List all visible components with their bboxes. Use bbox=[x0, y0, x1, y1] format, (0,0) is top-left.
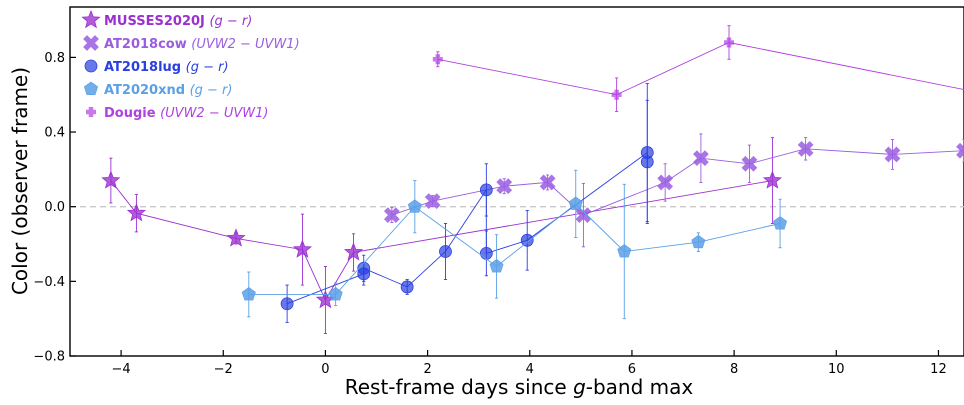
data-point-x bbox=[956, 142, 964, 159]
x-tick-label: −2 bbox=[214, 362, 233, 377]
series-musses2020j bbox=[101, 137, 783, 335]
series-dougie bbox=[432, 25, 964, 112]
legend-entry-at2020xnd: AT2020xnd (g − r) bbox=[83, 81, 232, 98]
data-point-circle bbox=[280, 297, 294, 311]
data-point-plus bbox=[724, 37, 735, 48]
data-point-circle bbox=[479, 246, 493, 260]
data-point-pentagon bbox=[328, 287, 343, 301]
data-point-pentagon bbox=[691, 234, 706, 249]
data-point-star bbox=[101, 170, 121, 189]
x-tick-label: 12 bbox=[930, 362, 947, 377]
data-point-pentagon bbox=[241, 287, 256, 301]
x-tick-label: 0 bbox=[321, 362, 329, 377]
y-axis-title: Color (observer frame) bbox=[8, 67, 32, 295]
legend-entry-at2018cow: AT2018cow (UVW2 − UVW1) bbox=[83, 35, 300, 52]
data-point-star bbox=[292, 239, 313, 258]
legend-entry-dougie: Dougie (UVW2 − UVW1) bbox=[86, 106, 268, 121]
x-tick-label: −4 bbox=[111, 362, 130, 377]
legend-marker bbox=[84, 59, 98, 73]
x-tick-label: 6 bbox=[628, 362, 636, 377]
data-point-plus bbox=[611, 89, 622, 100]
legend-marker bbox=[86, 107, 96, 117]
data-point-star bbox=[343, 242, 364, 261]
legend-label-at2018lug: AT2018lug (g − r) bbox=[104, 60, 229, 75]
data-point-x bbox=[693, 150, 709, 167]
legend-pentagon-icon bbox=[83, 81, 99, 95]
legend-label-dougie: Dougie (UVW2 − UVW1) bbox=[104, 106, 268, 121]
series-line bbox=[437, 42, 964, 96]
x-axis-title: Rest-frame days since g-band max bbox=[345, 375, 694, 399]
data-point-x bbox=[496, 178, 513, 195]
data-point-x bbox=[884, 146, 901, 163]
legend-x-icon bbox=[83, 35, 99, 51]
legend-entry-at2018lug: AT2018lug (g − r) bbox=[84, 59, 229, 75]
x-tick-label: 4 bbox=[526, 362, 534, 377]
data-point-x bbox=[741, 155, 758, 172]
series-at2018lug bbox=[280, 83, 654, 323]
data-point-circle bbox=[357, 261, 371, 275]
y-tick-label: 0.0 bbox=[44, 200, 65, 215]
y-tick-label: −0.8 bbox=[33, 350, 65, 365]
data-point-x bbox=[424, 193, 441, 209]
legend-label-at2020xnd: AT2020xnd (g − r) bbox=[104, 83, 232, 98]
legend-marker bbox=[81, 9, 101, 29]
data-point-circle bbox=[400, 280, 414, 294]
data-point-star bbox=[762, 170, 783, 189]
plot-frame bbox=[69, 6, 964, 357]
data-point-x bbox=[797, 140, 814, 157]
x-tick-label: 10 bbox=[828, 362, 845, 377]
data-point-circle bbox=[439, 245, 452, 258]
data-point-pentagon bbox=[773, 216, 788, 230]
data-point-pentagon bbox=[568, 196, 583, 210]
series-line bbox=[248, 203, 781, 295]
series-at2020xnd bbox=[241, 169, 788, 320]
series-layer bbox=[101, 25, 964, 335]
data-point-circle bbox=[520, 233, 534, 247]
y-tick-label: 0.8 bbox=[44, 51, 65, 66]
legend-circle-icon bbox=[84, 59, 98, 73]
y-tick-label: −0.4 bbox=[33, 275, 65, 290]
data-point-circle bbox=[640, 155, 654, 169]
data-point-pentagon bbox=[407, 199, 422, 213]
data-point-x bbox=[657, 174, 674, 191]
x-tick-label: 8 bbox=[730, 362, 738, 377]
legend-star-icon bbox=[81, 9, 101, 29]
x-tick-label: 2 bbox=[423, 362, 431, 377]
data-point-pentagon bbox=[489, 259, 504, 273]
data-point-circle bbox=[479, 183, 493, 197]
data-point-plus bbox=[432, 54, 443, 65]
legend: MUSSES2020J (g − r) AT2018cow (UVW2 − UV… bbox=[81, 9, 300, 121]
data-point-x bbox=[575, 207, 592, 223]
data-point-pentagon bbox=[617, 244, 632, 258]
data-point-star bbox=[226, 228, 246, 247]
axis-ticks: −4 −2 0 2 4 6 8 10 12 −0.8 −0.4 0.0 0.4 0.8 bbox=[33, 51, 946, 377]
data-point-star bbox=[126, 203, 147, 222]
legend-entry-musses2020j: MUSSES2020J (g − r) bbox=[81, 9, 252, 29]
legend-label-musses2020j: MUSSES2020J (g − r) bbox=[104, 14, 252, 29]
data-point-x bbox=[383, 207, 400, 223]
y-tick-label: 0.4 bbox=[44, 126, 65, 141]
legend-label-at2018cow: AT2018cow (UVW2 − UVW1) bbox=[104, 37, 300, 52]
legend-plus-icon bbox=[86, 107, 96, 117]
data-point-x bbox=[539, 174, 556, 191]
legend-marker bbox=[83, 35, 99, 51]
legend-marker bbox=[83, 81, 99, 95]
